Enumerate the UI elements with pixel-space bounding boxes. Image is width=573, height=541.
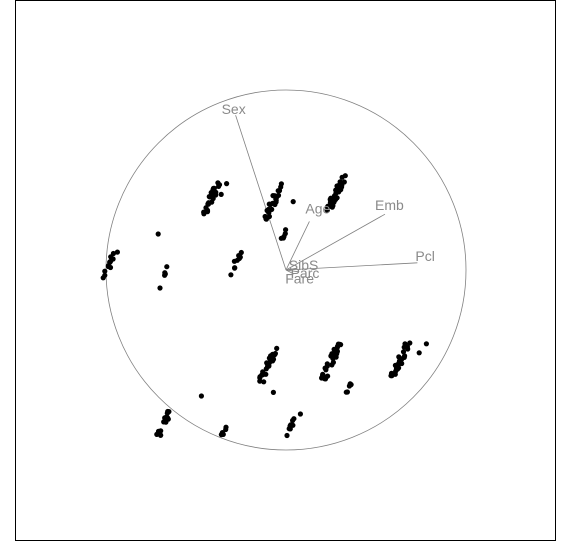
cluster-10-point — [349, 382, 354, 387]
cluster-6-point — [281, 234, 286, 239]
cluster-8-point — [328, 353, 333, 358]
cluster-0-point — [210, 190, 215, 195]
single-point-6 — [271, 390, 276, 395]
vector-label-fare: Fare — [285, 271, 314, 287]
cluster-2-point — [331, 198, 336, 203]
cluster-5-point — [228, 272, 233, 277]
single-point-9 — [417, 350, 422, 355]
single-point-4 — [291, 199, 296, 204]
cluster-9-point — [404, 345, 409, 350]
cluster-9-point — [396, 354, 401, 359]
cluster-3-point — [111, 251, 116, 256]
cluster-2-point — [333, 191, 338, 196]
variable-vectors — [236, 115, 418, 273]
vector-label-pcl: Pcl — [415, 248, 434, 264]
cluster-0-point — [201, 210, 206, 215]
cluster-7-point — [261, 379, 266, 384]
single-point-0 — [156, 231, 161, 236]
cluster-9-point — [402, 353, 407, 358]
cluster-7-point — [270, 356, 275, 361]
vector-label-sex: Sex — [222, 101, 246, 117]
cluster-9-point — [407, 340, 412, 345]
cluster-0-point — [215, 180, 220, 185]
vector-label-emb: Emb — [375, 197, 404, 213]
cluster-0-point — [205, 201, 210, 206]
cluster-5-point — [239, 250, 244, 255]
cluster-5-point — [232, 266, 237, 271]
cluster-12-point — [220, 430, 225, 435]
single-point-7 — [298, 411, 303, 416]
single-point-3 — [224, 181, 229, 186]
cluster-13-point — [288, 422, 293, 427]
cluster-5-point — [232, 259, 237, 264]
cluster-13-point — [284, 433, 289, 438]
single-point-1 — [157, 285, 162, 290]
single-point-5 — [199, 393, 204, 398]
cluster-6-point — [283, 227, 288, 232]
cluster-3-point — [101, 275, 106, 280]
cluster-10-point — [344, 390, 349, 395]
single-point-2 — [219, 192, 224, 197]
cluster-2-point — [338, 187, 343, 192]
cluster-8-point — [332, 347, 337, 352]
cluster-11-point — [157, 431, 162, 436]
cluster-11-point — [166, 409, 171, 414]
cluster-3-point — [108, 265, 113, 270]
cluster-8-point — [323, 367, 328, 372]
cluster-7-point — [261, 371, 266, 376]
cluster-5-point — [238, 254, 243, 259]
cluster-8-point — [331, 360, 336, 365]
cluster-7-point — [266, 362, 271, 367]
cluster-2-point — [340, 175, 345, 180]
cluster-9-point — [393, 369, 398, 374]
cluster-2-point — [330, 205, 335, 210]
cluster-3-point — [108, 259, 113, 264]
cluster-4-point — [163, 271, 168, 276]
cluster-1-point — [263, 214, 268, 219]
cluster-2-point — [338, 182, 343, 187]
single-point-8 — [424, 341, 429, 346]
cluster-7-point — [274, 346, 279, 351]
cluster-11-point — [161, 419, 166, 424]
cluster-9-point — [395, 362, 400, 367]
cluster-1-point — [272, 201, 277, 206]
cluster-8-point — [321, 373, 326, 378]
vector-label-age: Age — [305, 200, 330, 216]
cluster-4-point — [164, 264, 169, 269]
cluster-1-point — [277, 188, 282, 193]
cluster-1-point — [279, 181, 284, 186]
